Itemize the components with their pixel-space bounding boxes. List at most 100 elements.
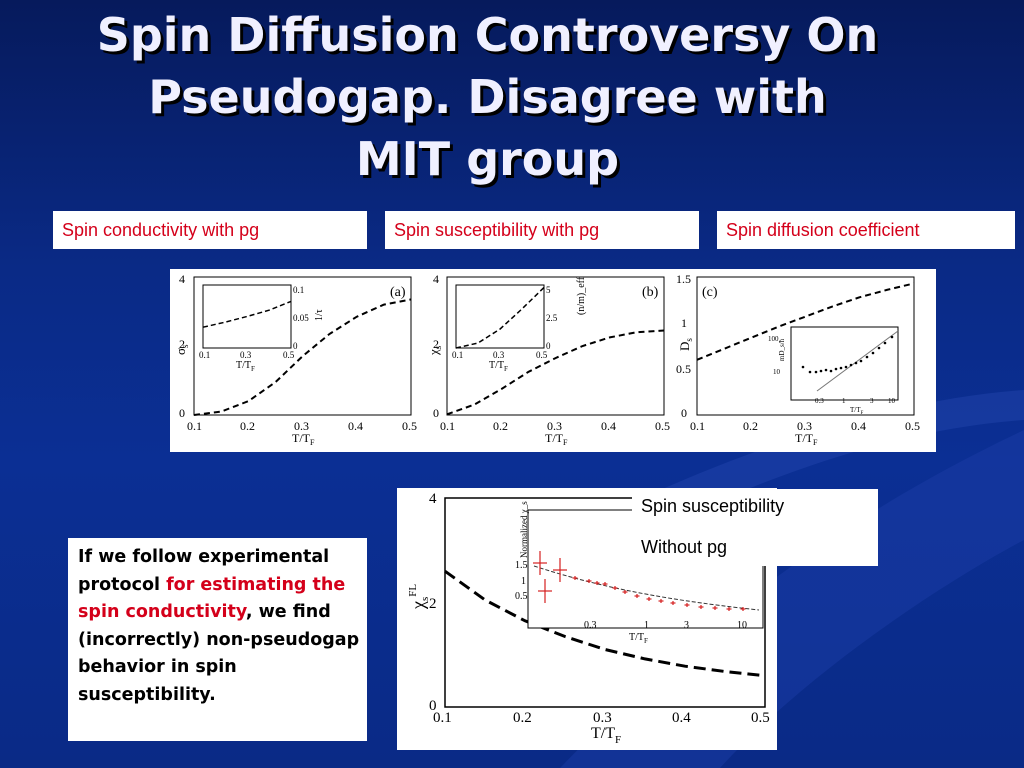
inset-a-xlabel: T/TF <box>236 360 255 373</box>
x-tick-a-1: 0.2 <box>240 419 255 433</box>
inset-fl-xtick-2: 3 <box>684 620 689 631</box>
inset-fl-ytick-1: 1 <box>521 576 526 587</box>
y-label-fl: χsFL <box>407 584 431 610</box>
y-tick-b-2: 2 <box>433 337 439 351</box>
y-tick-fl-0: 0 <box>429 698 437 714</box>
panel-label-c: (c) <box>702 285 718 300</box>
callout-line-1: Spin susceptibility <box>641 496 785 516</box>
y-tick-fl-4: 4 <box>429 491 437 507</box>
inset-c-point <box>824 368 828 372</box>
note-text-2: , we find (incorrectly) non-pseudogap be… <box>78 602 360 705</box>
inset-b-xtick-2: 0.5 <box>536 350 548 360</box>
inset-fl-point <box>553 558 567 582</box>
inset-fl-theory-line <box>533 565 760 611</box>
title-line-3: MIT group <box>355 132 620 186</box>
x-tick-fl-4: 0.5 <box>751 710 770 726</box>
y-tick-a-2: 2 <box>179 337 185 351</box>
inset-a-ytick-0: 0 <box>293 341 298 351</box>
y-tick-c-0: 0 <box>681 406 687 420</box>
inset-b-ytick-0: 0 <box>546 341 551 351</box>
inset-b-ylabel: (n/m)_eff <box>576 276 587 315</box>
inset-c-points <box>801 335 894 374</box>
x-tick-fl-2: 0.3 <box>593 710 612 726</box>
inset-series-a <box>202 300 292 328</box>
panel-label-b: (b) <box>642 285 659 300</box>
inset-fl-point <box>602 582 608 586</box>
title-line-1: Spin Diffusion Controversy On <box>96 8 879 62</box>
inset-fl-points <box>533 551 746 611</box>
x-tick-c-4: 0.5 <box>905 419 920 433</box>
inset-c-point <box>854 361 858 365</box>
inset-c-point <box>814 370 818 374</box>
inset-c-point <box>859 359 863 363</box>
inset-c-xlabel: T/TF <box>850 406 864 416</box>
x-tick-c-3: 0.4 <box>851 419 866 433</box>
inset-c-point <box>834 367 838 371</box>
inset-a-xtick-2: 0.5 <box>283 350 295 360</box>
note-highlight: for estimating the spin conductivity <box>78 574 346 623</box>
x-label-a: T/TF <box>292 431 315 447</box>
inset-c-point <box>801 365 805 369</box>
panel-b: (b) 0 2 4 χs 0.1 0.2 0.3 0.4 0.5 T/TF 5 … <box>426 272 670 447</box>
panel-c: (c) 0 0.5 1 1.5 Ds 0.1 0.2 0.3 0.4 0.5 T… <box>676 272 920 447</box>
inset-fl-point <box>612 586 618 590</box>
inset-fl-xtick-1: 1 <box>644 620 649 631</box>
inset-fl-point <box>740 607 746 611</box>
inset-series-b <box>455 286 545 349</box>
inset-c-xtick-1: 1 <box>842 397 846 405</box>
inset-fl-point <box>712 606 718 610</box>
inset-a-ytick-2: 0.1 <box>293 285 304 295</box>
inset-a-xtick-0: 0.1 <box>199 350 210 360</box>
panel-a: (a) 0 2 4 σs 0.1 0.2 0.3 0.4 0.5 T/TF 0.… <box>173 272 417 447</box>
x-tick-a-4: 0.5 <box>402 419 417 433</box>
x-tick-b-2: 0.3 <box>547 419 562 433</box>
x-tick-b-4: 0.5 <box>655 419 670 433</box>
inset-fl-point <box>634 594 640 598</box>
callout-line-2: Without pg <box>641 537 728 557</box>
inset-a-ytick-1: 0.05 <box>293 313 309 323</box>
y-tick-b-4: 4 <box>433 272 439 286</box>
x-tick-a-0: 0.1 <box>187 419 202 433</box>
label-spin-susceptibility: Spin susceptibility with pg <box>385 211 699 249</box>
inset-fl-point <box>594 581 600 585</box>
x-label-c: T/TF <box>795 431 818 447</box>
y-label-a: σs <box>173 344 190 355</box>
inset-fl-point <box>533 551 547 575</box>
y-tick-c-15: 1.5 <box>676 272 691 286</box>
x-tick-b-0: 0.1 <box>440 419 455 433</box>
inset-b-xlabel: T/TF <box>489 360 508 373</box>
inset-fl-point <box>726 607 732 611</box>
inset-fl-ytick-0: 0.5 <box>515 591 528 602</box>
protocol-note: If we follow experimental protocol for e… <box>68 538 367 741</box>
y-label-b: χs <box>426 345 443 356</box>
inset-c-point <box>808 370 812 374</box>
inset-c-xtick-2: 3 <box>870 397 874 405</box>
inset-c-point <box>844 365 848 369</box>
inset-fl-point <box>586 579 592 583</box>
inset-c-point <box>871 351 875 355</box>
y-tick-c-1: 1 <box>681 316 687 330</box>
x-tick-fl-3: 0.4 <box>672 710 691 726</box>
inset-b-ytick-2: 5 <box>546 285 551 295</box>
y-tick-fl-2: 2 <box>429 596 437 612</box>
inset-fl-xtick-3: 10 <box>737 620 747 631</box>
inset-fl-xlabel: T/TF <box>629 632 648 645</box>
inset-fl-point <box>658 599 664 603</box>
callout-no-pg: Spin susceptibility Without pg <box>632 489 878 566</box>
inset-c <box>790 326 899 401</box>
inset-fl-ytick-2: 1.5 <box>515 560 528 571</box>
inset-a <box>202 284 292 349</box>
x-tick-b-1: 0.2 <box>493 419 508 433</box>
inset-fl-ylabel: Normalized χ_s <box>519 501 529 558</box>
x-tick-a-3: 0.4 <box>348 419 363 433</box>
top-figure-svg: (a) 0 2 4 σs 0.1 0.2 0.3 0.4 0.5 T/TF 0.… <box>173 272 920 447</box>
inset-fl-xtick-0: 0.3 <box>584 620 597 631</box>
inset-c-point <box>829 369 833 373</box>
series-line-fl <box>444 569 766 678</box>
y-tick-a-4: 4 <box>179 272 185 286</box>
x-label-fl: T/TF <box>591 725 621 746</box>
y-tick-b-0: 0 <box>433 406 439 420</box>
series-line-a <box>193 298 412 416</box>
label-spin-diffusion: Spin diffusion coefficient <box>717 211 1015 249</box>
note-text-1: If we follow experimental protocol <box>78 547 330 595</box>
